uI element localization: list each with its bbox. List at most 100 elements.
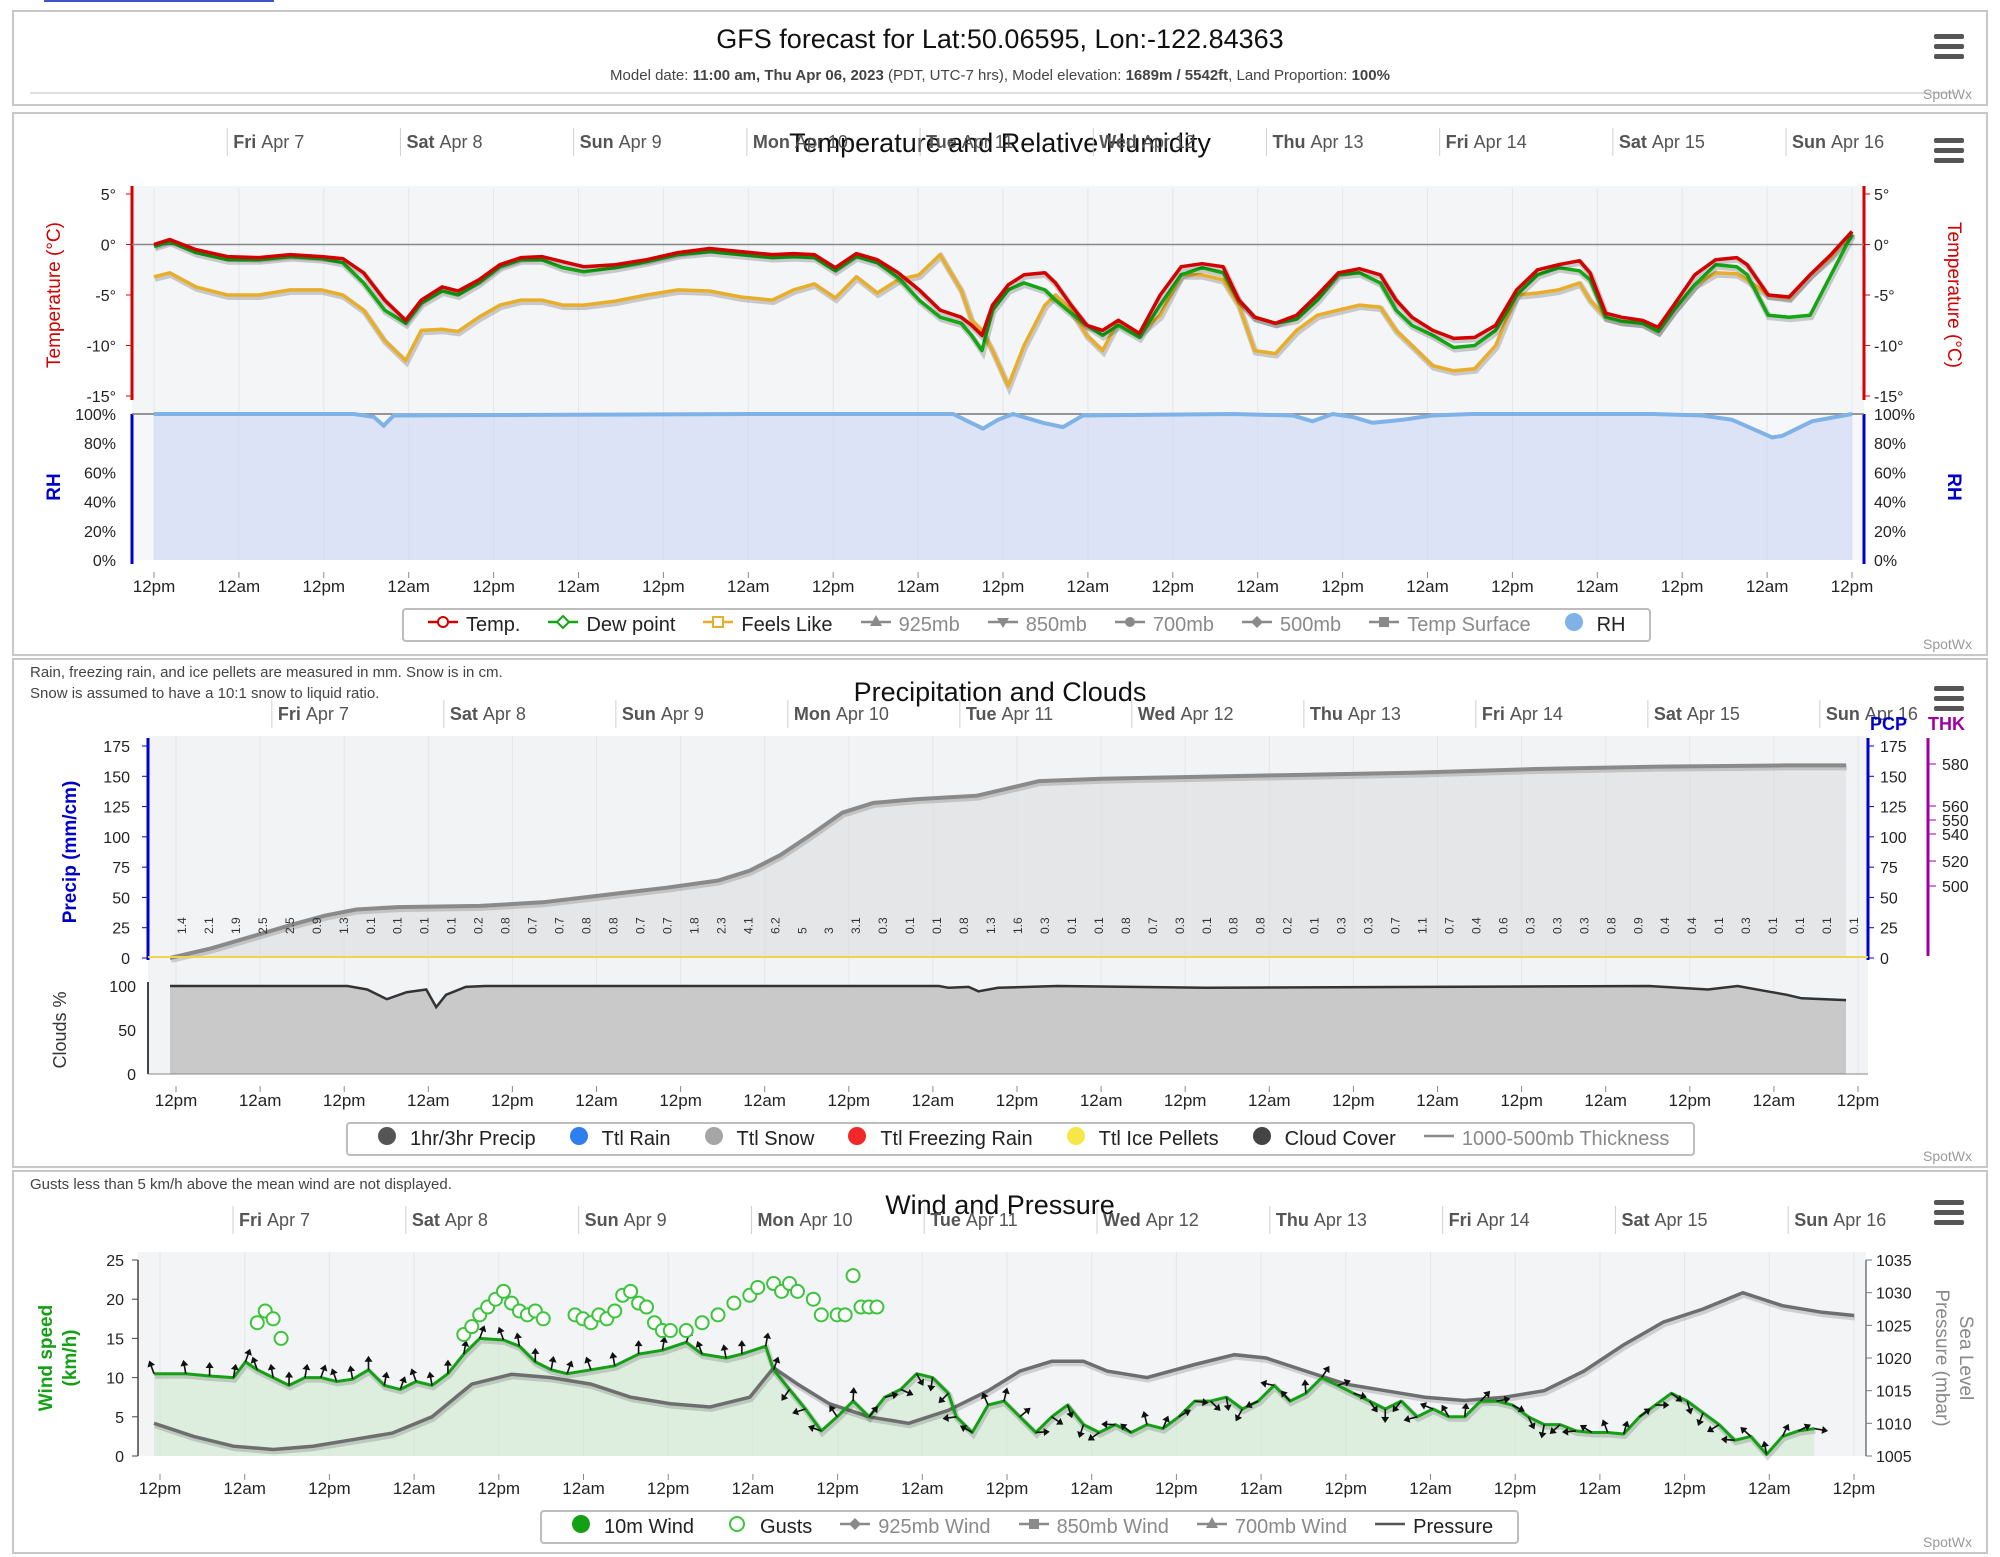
x-tick-label: 12pm [1491, 577, 1534, 596]
arrow-head [1223, 1404, 1232, 1412]
wind-direction-arrow [461, 1340, 470, 1355]
pressure-tick-label: 1005 [1876, 1449, 1912, 1466]
x-tick-label: 12pm [1152, 577, 1195, 596]
legend-item-ttl-ice-pellets[interactable]: Ttl Ice Pellets [1061, 1126, 1219, 1152]
arrow-head [1202, 1398, 1209, 1407]
legend-item-dew-point[interactable]: Dew point [548, 612, 675, 638]
day-label: Sat Apr 15 [1654, 704, 1740, 724]
legend-item-500mb[interactable]: 500mb [1242, 612, 1341, 638]
arrow-head [981, 1392, 989, 1400]
legend-item-ttl-snow[interactable]: Ttl Snow [699, 1126, 814, 1152]
temperature-menu-icon[interactable] [1934, 138, 1964, 164]
legend-item-1hr-3hr-precip[interactable]: 1hr/3hr Precip [372, 1126, 536, 1152]
precip-value-label: 0.4 [1469, 917, 1483, 934]
legend-item-925mb[interactable]: 925mb [860, 612, 960, 638]
day-label-date: Apr 14 [1510, 704, 1563, 724]
x-tick-label: 12pm [1837, 1091, 1880, 1110]
legend-item-10m-wind[interactable]: 10m Wind [566, 1514, 694, 1540]
day-label-date: Apr 15 [1687, 704, 1740, 724]
arrow-head [808, 1424, 816, 1433]
rh-tick-label: 60% [84, 465, 116, 482]
legend-item-temp-surface[interactable]: Temp Surface [1369, 612, 1531, 638]
legend-item-ttl-rain[interactable]: Ttl Rain [564, 1126, 671, 1152]
x-tick-label: 12am [1748, 1479, 1791, 1498]
x-tick-label: 12pm [812, 577, 855, 596]
wind-direction-arrow [1403, 1415, 1418, 1423]
day-label-weekday: Sat [1619, 132, 1652, 152]
legend-item-pressure[interactable]: Pressure [1375, 1514, 1493, 1540]
wind-chart: Fri Apr 7 Sat Apr 8 Sun Apr 9 Mon Apr 10 Tue… [36, 1206, 1976, 1498]
wind-direction-arrow [927, 1377, 936, 1392]
rh-tick-label: 40% [1874, 495, 1906, 512]
wind-menu-icon[interactable] [1934, 1200, 1964, 1226]
menu-icon[interactable] [1934, 34, 1964, 60]
temp-tick-label: -15° [86, 389, 116, 406]
arrow-head [720, 1344, 729, 1351]
legend-item-gusts[interactable]: Gusts [722, 1514, 812, 1540]
wind-direction-arrow [1392, 1400, 1402, 1413]
top-link-underline[interactable] [44, 0, 274, 2]
temp-tick-label: -10° [86, 339, 116, 356]
legend-item-ttl-freezing-rain[interactable]: Ttl Freezing Rain [842, 1126, 1033, 1152]
legend-item-feels-like[interactable]: Feels Like [703, 612, 833, 638]
precip-value-label: 3 [822, 927, 836, 934]
wind-direction-arrow [180, 1359, 189, 1374]
precip-value-label: 1.6 [1011, 917, 1025, 934]
x-tick-label: 12pm [323, 1091, 366, 1110]
legend-item-700mb[interactable]: 700mb [1114, 612, 1214, 638]
tri-line-icon [1196, 1517, 1227, 1528]
precip-value-label: 4.1 [741, 917, 755, 934]
arrow-head [1322, 1365, 1330, 1374]
day-label: Tue Apr 11 [930, 1210, 1017, 1230]
x-tick-label: 12am [743, 1091, 786, 1110]
legend-item-700mb-wind[interactable]: 700mb Wind [1196, 1514, 1347, 1540]
legend-item-925mb-wind[interactable]: 925mb Wind [840, 1514, 991, 1540]
x-tick-label: 12pm [155, 1091, 198, 1110]
gust-marker [837, 1307, 853, 1323]
legend-item-rh[interactable]: RH [1559, 612, 1625, 638]
day-label-weekday: Mon [757, 1210, 799, 1230]
gust-marker [639, 1299, 655, 1315]
legend-item-850mb[interactable]: 850mb [987, 612, 1087, 638]
precipitation-menu-icon[interactable] [1934, 686, 1964, 712]
arrow-head [1213, 1403, 1221, 1411]
x-tick-label: 12pm [1321, 577, 1364, 596]
x-tick-label: 12pm [642, 577, 685, 596]
arrow-head [330, 1368, 338, 1376]
temp-tick-label: 5° [101, 187, 116, 204]
rh-tick-label: 100% [75, 407, 116, 424]
day-label-date: Apr 8 [483, 704, 526, 724]
day-label-weekday: Sun [1794, 1210, 1833, 1230]
legend-marker [996, 618, 1009, 628]
legend-marker [704, 1127, 723, 1145]
diamond-fill-line-icon [840, 1518, 871, 1530]
legend-symbol [1114, 612, 1145, 638]
precip-value-label: 2.1 [202, 917, 216, 934]
precip-value-label: 0.7 [526, 917, 540, 934]
precip-value-label: 0.6 [1496, 917, 1510, 934]
arrow-head [497, 1326, 505, 1334]
legend-symbol [840, 1514, 871, 1540]
day-label-weekday: Sun [1792, 132, 1831, 152]
day-label-date: Apr 16 [1865, 704, 1918, 724]
precip-value-label: 0.1 [1065, 917, 1079, 934]
legend-symbol [1375, 1514, 1406, 1540]
day-label-weekday: Mon [794, 704, 836, 724]
temp-tick-label: -5° [95, 288, 116, 305]
gust-marker [662, 1323, 678, 1339]
gust-marker [265, 1311, 281, 1327]
day-label-weekday: Sat [406, 132, 439, 152]
day-label-date: Apr 7 [261, 132, 304, 152]
legend-item-cloud-cover[interactable]: Cloud Cover [1247, 1126, 1396, 1152]
wind-direction-arrow [900, 1388, 914, 1397]
legend-marker [1379, 617, 1390, 627]
legend-item-temp-[interactable]: Temp. [428, 612, 520, 638]
legend-item-850mb-wind[interactable]: 850mb Wind [1018, 1514, 1169, 1540]
legend-symbol [1247, 1126, 1277, 1152]
legend-marker [556, 614, 571, 630]
precip-tick-label: 150 [1880, 769, 1907, 786]
legend-item-1000-500mb-thickness[interactable]: 1000-500mb Thickness [1423, 1126, 1669, 1152]
arrow-head [584, 1356, 592, 1364]
precip-value-label: 1.1 [1416, 917, 1430, 934]
arrow-head [1685, 1407, 1694, 1415]
